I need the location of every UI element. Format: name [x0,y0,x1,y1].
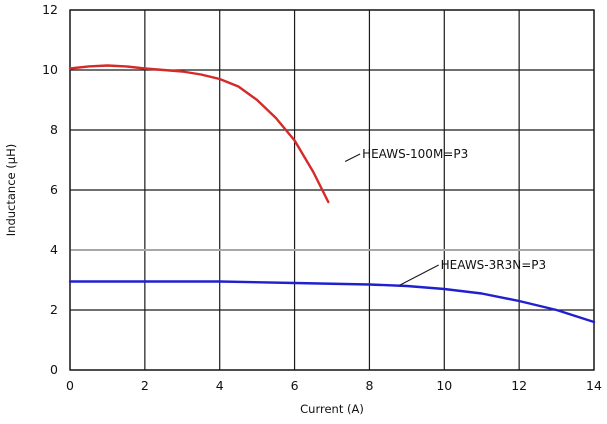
x-tick-label: 2 [141,378,149,393]
tick-labels: 0 2 4 6 8 10 12 14 0 2 4 6 8 10 12 [42,2,602,393]
annotation-leader [399,264,439,286]
annotation-layer: HEAWS-100M=P3 HEAWS-3R3N=P3 [344,147,546,286]
y-tick-label: 6 [50,182,58,197]
x-tick-label: 10 [436,378,452,393]
x-axis-title: Current (A) [300,402,364,416]
annotation-heaws-100m: HEAWS-100M=P3 [362,147,468,161]
y-tick-label: 12 [42,2,58,17]
plot-frame [69,9,595,371]
x-tick-label: 4 [216,378,224,393]
x-tick-label: 0 [66,378,74,393]
annotation-leader [344,153,361,162]
series-layer [68,64,596,324]
y-tick-label: 2 [50,302,58,317]
series-line-heaws-3r3n [68,280,596,324]
series-line-heaws-100m [68,64,330,204]
y-axis-title: Inductance (µH) [4,144,18,236]
y-tick-label: 0 [50,362,58,377]
y-tick-label: 4 [50,242,58,257]
x-tick-label: 12 [511,378,527,393]
x-tick-label: 8 [365,378,373,393]
grid-layer [69,9,595,371]
x-tick-label: 6 [291,378,299,393]
annotation-heaws-3r3n: HEAWS-3R3N=P3 [441,258,546,272]
y-tick-label: 8 [50,122,58,137]
x-tick-label: 14 [586,378,602,393]
y-tick-label: 10 [42,62,58,77]
